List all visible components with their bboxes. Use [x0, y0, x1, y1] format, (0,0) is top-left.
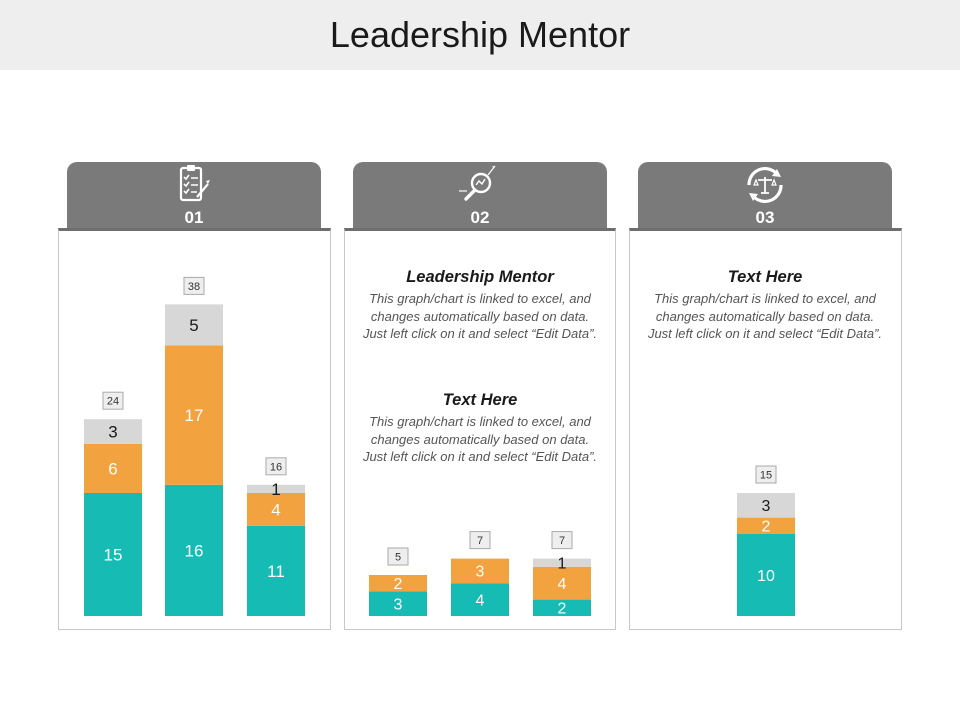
total-label: 15	[760, 470, 772, 482]
total-label: 7	[477, 535, 483, 547]
bar-segment	[165, 304, 223, 346]
total-label-box	[265, 457, 287, 476]
bar-segment	[737, 534, 795, 616]
bar-segment-label: 3	[108, 423, 117, 442]
bar-segment-label: 4	[271, 501, 280, 520]
bar-segment	[369, 591, 427, 616]
bar-segment-label: 15	[104, 546, 123, 565]
bar-segment-label: 3	[476, 564, 485, 581]
total-label: 24	[107, 396, 119, 408]
bar-segment	[737, 517, 795, 534]
panel2-heading-1: Leadership Mentor	[406, 268, 554, 286]
total-label-box	[387, 547, 409, 566]
tab-number: 01	[184, 208, 204, 227]
bar-segment-label: 4	[558, 576, 567, 593]
bar-segment	[533, 599, 591, 616]
tab-03: 03	[638, 162, 892, 228]
panel3-heading-1: Text Here	[727, 268, 803, 286]
magnifier-growth-icon	[353, 164, 607, 206]
total-label-box	[183, 276, 205, 295]
panel2-text-block-2: Text Here This graph/chart is linked to …	[362, 391, 598, 466]
total-label: 7	[559, 535, 565, 547]
bar-segment-label: 2	[394, 576, 403, 593]
panel2-heading-2: Text Here	[442, 391, 518, 409]
total-label: 38	[188, 281, 200, 293]
bar-segment-label: 2	[762, 519, 771, 536]
panel2-body-2: This graph/chart is linked to excel, and…	[362, 414, 598, 464]
total-label-box	[102, 391, 124, 410]
bar-segment	[247, 493, 305, 526]
bar-segment	[247, 525, 305, 616]
tab-02: 02	[353, 162, 607, 228]
bar-segment	[165, 345, 223, 485]
bar-segment	[737, 493, 795, 518]
bar-segment	[84, 443, 142, 493]
bar-segment-label: 17	[185, 406, 204, 425]
tab-01: 01	[67, 162, 321, 228]
total-label: 5	[395, 552, 401, 564]
bar-segment	[84, 419, 142, 444]
bar-segment-label: 3	[762, 498, 771, 515]
total-label-box	[551, 531, 573, 550]
bar-segment	[533, 566, 591, 600]
bar-segment-label: 16	[185, 542, 204, 561]
bar-segment	[451, 583, 509, 616]
bar-segment-label: 1	[558, 555, 567, 572]
tab-number: 02	[470, 208, 490, 227]
bar-segment	[84, 493, 142, 616]
checklist-clipboard-icon	[67, 164, 321, 206]
bar-segment-label: 11	[267, 562, 285, 581]
bar-segment	[165, 484, 223, 616]
total-label-box	[755, 465, 777, 484]
bar-segment	[533, 558, 591, 567]
bar-segment-label: 4	[476, 592, 485, 609]
bar-segment-label: 1	[271, 480, 280, 499]
bar-segment-label: 6	[108, 460, 117, 479]
balance-scale-cycle-icon	[638, 164, 892, 206]
tab-number: 03	[755, 208, 775, 227]
total-label: 16	[270, 461, 282, 473]
panel3-text-block-1: Text Here This graph/chart is linked to …	[647, 268, 883, 343]
page-title: Leadership Mentor	[329, 14, 631, 55]
panel2-body-1: This graph/chart is linked to excel, and…	[362, 291, 598, 341]
bar-segment	[247, 484, 305, 493]
bar-segment-label: 5	[189, 316, 198, 335]
total-label-box	[469, 531, 491, 550]
bar-segment-label: 2	[558, 601, 567, 618]
bar-segment	[451, 558, 509, 584]
title-bar: Leadership Mentor	[0, 0, 960, 70]
bar-segment-label: 10	[757, 568, 775, 585]
bar-segment-label: 3	[394, 596, 403, 613]
panel2-text-block-1: Leadership Mentor This graph/chart is li…	[362, 268, 598, 343]
bar-segment	[369, 575, 427, 592]
panel3-body-1: This graph/chart is linked to excel, and…	[647, 291, 883, 341]
